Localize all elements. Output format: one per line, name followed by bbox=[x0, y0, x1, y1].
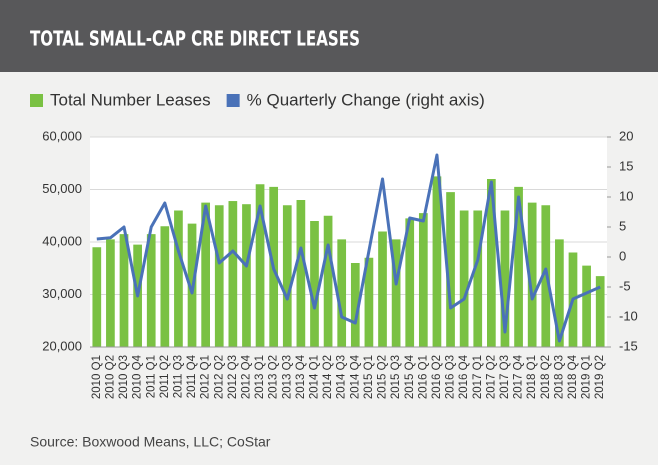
bar bbox=[514, 186, 523, 347]
bar bbox=[160, 226, 170, 347]
bar bbox=[337, 239, 347, 347]
x-tick-label: 2015 Q3 bbox=[390, 355, 402, 399]
x-tick-label: 2010 Q4 bbox=[132, 354, 144, 399]
x-tick-label: 2010 Q1 bbox=[91, 355, 103, 399]
chart-title: TOTAL SMALL-CAP CRE DIRECT LEASES bbox=[30, 27, 360, 51]
line bbox=[96, 153, 601, 343]
x-tick-label: 2011 Q2 bbox=[159, 355, 171, 398]
y2-tick-label: 0 bbox=[619, 248, 626, 263]
x-tick-label: 2014 Q1 bbox=[309, 355, 321, 399]
bar bbox=[500, 210, 510, 347]
bar bbox=[174, 210, 183, 347]
bar bbox=[228, 201, 238, 347]
bar bbox=[201, 202, 210, 347]
bar bbox=[92, 247, 102, 347]
bar bbox=[323, 215, 333, 347]
bar bbox=[146, 234, 156, 347]
bar bbox=[595, 276, 605, 347]
legend-swatch bbox=[226, 94, 240, 107]
x-tick-label: 2011 Q1 bbox=[145, 355, 157, 398]
bar bbox=[242, 204, 251, 347]
bar bbox=[473, 210, 483, 347]
y-tick-label: 20,000 bbox=[42, 338, 82, 353]
x-tick-label: 2015 Q4 bbox=[404, 354, 416, 399]
x-tick-label: 2013 Q1 bbox=[254, 355, 266, 399]
x-tick-label: 2019 Q1 bbox=[581, 355, 593, 399]
bar bbox=[364, 257, 374, 347]
x-tick-label: 2019 Q2 bbox=[594, 355, 606, 399]
y2-tick-label: -5 bbox=[619, 278, 631, 293]
bar bbox=[487, 179, 496, 347]
x-tick-label: 2012 Q2 bbox=[213, 355, 225, 399]
bar bbox=[527, 202, 537, 347]
x-tick-label: 2012 Q3 bbox=[227, 355, 239, 399]
y2-tick-label: -10 bbox=[619, 308, 638, 323]
header bbox=[0, 0, 658, 72]
x-tick-label: 2011 Q4 bbox=[186, 354, 198, 398]
x-tick-label: 2013 Q2 bbox=[268, 355, 280, 399]
x-tick-label: 2018 Q4 bbox=[567, 354, 579, 399]
x-tick-label: 2017 Q2 bbox=[485, 355, 497, 399]
bar bbox=[459, 210, 469, 347]
bar bbox=[582, 265, 591, 347]
y-tick-label: 40,000 bbox=[42, 233, 82, 248]
x-tick-label: 2014 Q4 bbox=[349, 354, 361, 399]
x-tick-label: 2016 Q2 bbox=[431, 355, 443, 399]
bar bbox=[391, 239, 401, 347]
y2-tick-label: 5 bbox=[619, 218, 626, 233]
y2-tick-label: 15 bbox=[619, 158, 633, 173]
x-tick-label: 2012 Q1 bbox=[200, 355, 212, 399]
x-tick-label: 2011 Q3 bbox=[172, 355, 184, 398]
x-tick-label: 2014 Q3 bbox=[336, 355, 348, 399]
legend-swatch bbox=[30, 94, 43, 107]
y-tick-label: 30,000 bbox=[42, 286, 82, 301]
bar bbox=[310, 221, 319, 347]
bar bbox=[282, 205, 292, 347]
x-tick-label: 2017 Q1 bbox=[472, 355, 484, 399]
x-tick-label: 2018 Q1 bbox=[526, 355, 538, 399]
legend-label: % Quarterly Change (right axis) bbox=[247, 90, 485, 109]
x-tick-label: 2012 Q4 bbox=[240, 354, 252, 399]
x-tick-label: 2018 Q2 bbox=[540, 355, 552, 399]
bar bbox=[296, 200, 306, 347]
x-tick-label: 2013 Q4 bbox=[295, 354, 307, 399]
bar bbox=[255, 184, 265, 347]
bar bbox=[418, 213, 428, 347]
x-tick-label: 2010 Q2 bbox=[104, 355, 116, 399]
bar bbox=[350, 263, 360, 347]
bar bbox=[214, 205, 224, 347]
x-tick-label: 2016 Q3 bbox=[445, 355, 457, 399]
x-tick-label: 2017 Q3 bbox=[499, 355, 511, 399]
y2-tick-label: -15 bbox=[619, 338, 638, 353]
x-tick-label: 2015 Q1 bbox=[363, 355, 375, 399]
source: Source: Boxwood Means, LLC; CoStar bbox=[30, 434, 271, 450]
y-tick-label: 50,000 bbox=[42, 181, 82, 196]
x-tick-label: 2013 Q3 bbox=[281, 355, 293, 399]
y-tick-label: 60,000 bbox=[42, 128, 82, 143]
y2-tick-label: 20 bbox=[619, 128, 633, 143]
x-tick-label: 2016 Q1 bbox=[417, 355, 429, 399]
bar bbox=[405, 218, 415, 347]
x-tick-label: 2014 Q2 bbox=[322, 355, 334, 399]
x-tick-label: 2010 Q3 bbox=[118, 355, 130, 399]
bar bbox=[555, 239, 564, 347]
bar bbox=[119, 234, 129, 347]
bar bbox=[106, 239, 115, 347]
x-tick-label: 2015 Q2 bbox=[377, 355, 389, 399]
x-tick-label: 2017 Q4 bbox=[513, 354, 525, 399]
legend-label: Total Number Leases bbox=[50, 90, 211, 109]
bar bbox=[446, 192, 455, 347]
bar bbox=[378, 231, 387, 347]
y2-tick-label: 10 bbox=[619, 188, 633, 203]
x-tick-label: 2016 Q4 bbox=[458, 354, 470, 399]
x-tick-label: 2018 Q3 bbox=[553, 355, 565, 399]
bar bbox=[432, 176, 442, 347]
